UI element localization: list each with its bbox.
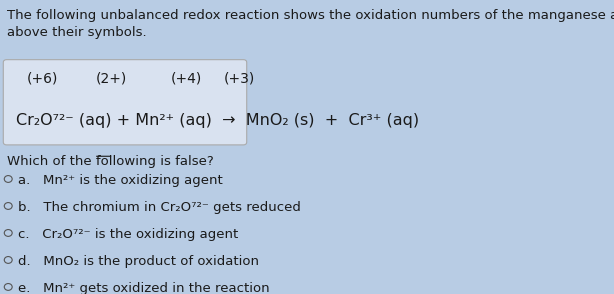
Text: Cr₂O⁷²⁻ (aq) + Mn²⁺ (aq)  →  MnO₂ (s)  +  Cr³⁺ (aq): Cr₂O⁷²⁻ (aq) + Mn²⁺ (aq) → MnO₂ (s) + Cr… (17, 113, 419, 128)
FancyBboxPatch shape (3, 60, 247, 145)
Text: Which of the following is false?: Which of the following is false? (7, 155, 213, 168)
Text: b.   The chromium in Cr₂O⁷²⁻ gets reduced: b. The chromium in Cr₂O⁷²⁻ gets reduced (18, 201, 301, 214)
Text: (2+): (2+) (95, 71, 126, 85)
Text: (+3): (+3) (223, 71, 255, 85)
Text: (+4): (+4) (171, 71, 202, 85)
Text: c.   Cr₂O⁷²⁻ is the oxidizing agent: c. Cr₂O⁷²⁻ is the oxidizing agent (18, 228, 238, 241)
Text: d.   MnO₂ is the product of oxidation: d. MnO₂ is the product of oxidation (18, 255, 259, 268)
Text: The following unbalanced redox reaction shows the oxidation numbers of the manga: The following unbalanced redox reaction … (7, 9, 614, 39)
Text: (+6): (+6) (26, 71, 58, 85)
Text: a.   Mn²⁺ is the oxidizing agent: a. Mn²⁺ is the oxidizing agent (18, 174, 223, 187)
Text: e.   Mn²⁺ gets oxidized in the reaction: e. Mn²⁺ gets oxidized in the reaction (18, 282, 270, 294)
